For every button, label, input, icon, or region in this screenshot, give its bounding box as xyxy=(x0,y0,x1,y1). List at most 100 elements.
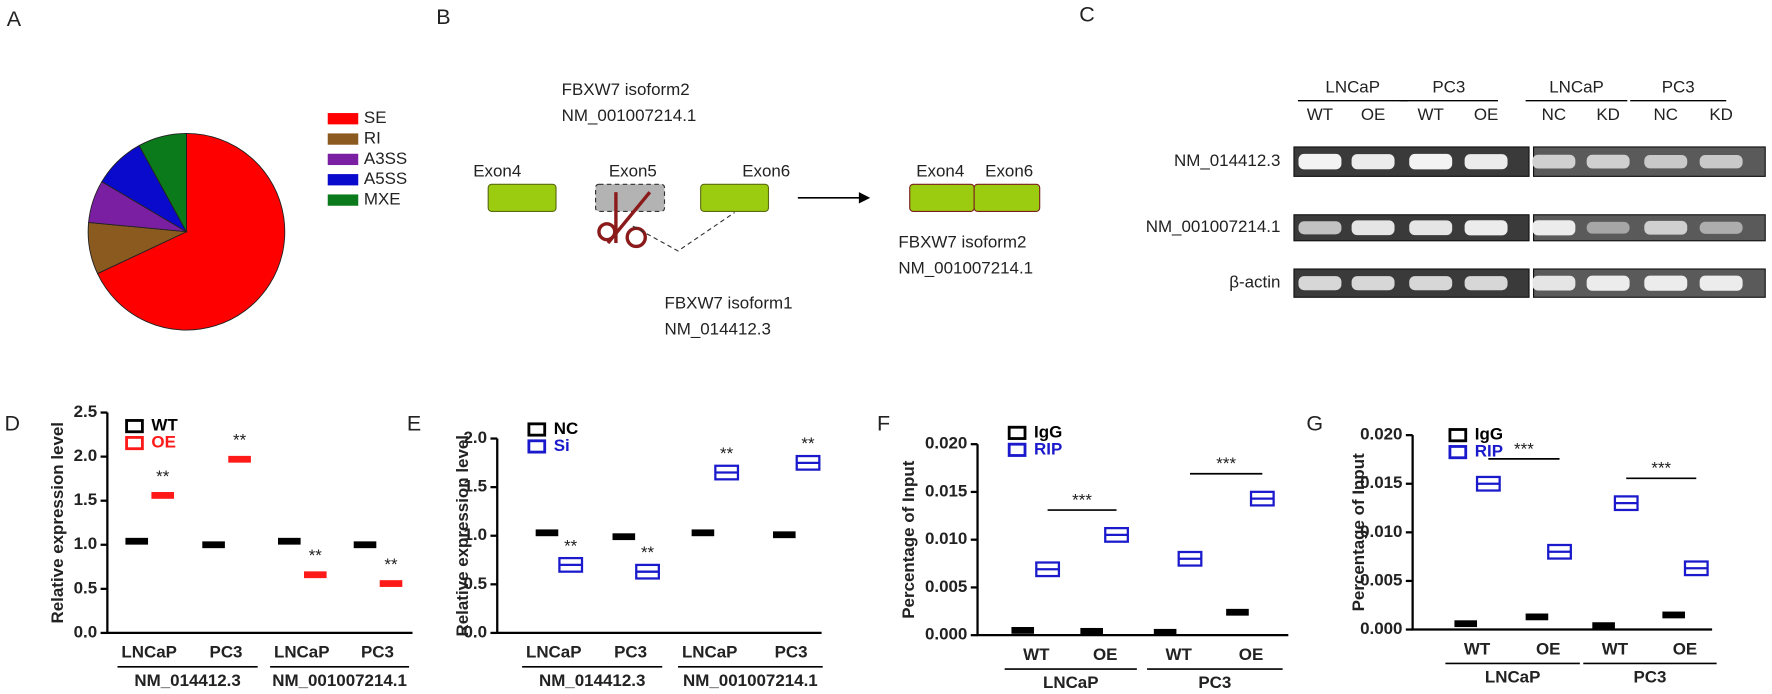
box xyxy=(772,531,796,539)
box xyxy=(1153,628,1177,636)
significance: ** xyxy=(641,543,655,562)
legend-label: RIP xyxy=(1475,442,1503,461)
y-tick-label: 0.010 xyxy=(925,529,967,548)
y-tick-label: 0.0 xyxy=(464,622,488,641)
legend-marker xyxy=(1007,442,1027,457)
box xyxy=(1525,613,1549,621)
pie-slice xyxy=(138,132,187,232)
y-tick-label: 0.000 xyxy=(925,625,967,644)
band xyxy=(1464,276,1508,291)
y-axis-label: Relative expression level xyxy=(453,435,472,636)
y-tick-label: 0.0 xyxy=(74,622,98,641)
box xyxy=(1226,608,1249,616)
band xyxy=(1699,154,1743,169)
label: FBXW7 isoform2 xyxy=(562,80,690,99)
x-tick-label: WT xyxy=(1464,639,1491,658)
lane-label: WT xyxy=(1418,105,1444,124)
group-label: NM_014412.3 xyxy=(539,671,645,690)
lane-label: NC xyxy=(1654,105,1678,124)
lane-label: OE xyxy=(1361,105,1385,124)
significance: ** xyxy=(309,546,323,565)
label: FBXW7 isoform2 xyxy=(898,233,1026,252)
lane-label: KD xyxy=(1709,105,1733,124)
legend-marker xyxy=(1007,425,1027,440)
lane-label: WT xyxy=(1307,105,1333,124)
arrow-head xyxy=(858,192,871,204)
group-label: NM_014412.3 xyxy=(134,671,240,690)
legend-swatch xyxy=(327,113,359,125)
panel-letter: B xyxy=(436,5,450,29)
y-tick-label: 2.0 xyxy=(74,446,98,465)
significance: *** xyxy=(1514,439,1534,458)
exon xyxy=(909,183,975,212)
splicing-diagram: FBXW7 isoform2 NM_001007214.1 Exon4 Exon… xyxy=(473,80,1041,339)
band xyxy=(1409,220,1453,236)
box xyxy=(125,537,149,545)
western-blot: LNCaP PC3 LNCaP PC3 WT OE WT OE NC KD NC KD NM_01441… xyxy=(1146,78,1766,298)
lane-label: KD xyxy=(1596,105,1620,124)
cell-line-label: LNCaP xyxy=(1549,78,1604,97)
box xyxy=(612,533,636,541)
y-axis-label: Relative expression level xyxy=(48,422,67,623)
x-tick-label: WT xyxy=(1602,639,1629,658)
label: NM_014412.3 xyxy=(665,320,771,339)
band xyxy=(1586,275,1630,291)
cell-line-label: LNCaP xyxy=(1325,78,1380,97)
band xyxy=(1409,153,1453,170)
band xyxy=(1532,154,1576,169)
legend-label: MXE xyxy=(364,190,401,209)
legend-marker xyxy=(1448,428,1468,443)
legend-marker xyxy=(125,435,144,451)
row-label: β-actin xyxy=(1229,273,1280,292)
label: NM_001007214.1 xyxy=(562,106,697,125)
x-tick-label: WT xyxy=(1023,645,1050,664)
y-tick-label: 1.0 xyxy=(464,525,488,544)
y-tick-label: 0.005 xyxy=(1360,570,1402,589)
y-tick-label: 0.015 xyxy=(925,481,967,500)
panel-letter: A xyxy=(7,7,22,31)
group-label: LNCaP xyxy=(1485,668,1541,687)
box xyxy=(535,529,559,537)
band xyxy=(1298,221,1342,235)
y-tick-label: 1.5 xyxy=(464,477,488,496)
box xyxy=(278,537,301,545)
band xyxy=(1298,153,1342,170)
significance: ** xyxy=(720,444,734,463)
y-tick-label: 0.5 xyxy=(74,578,98,597)
box xyxy=(353,541,377,549)
y-tick-label: 2.5 xyxy=(74,402,98,421)
box xyxy=(1592,622,1615,630)
legend-swatch xyxy=(327,174,359,186)
significance: *** xyxy=(1216,454,1236,473)
box xyxy=(303,571,327,579)
legend-swatch xyxy=(327,194,359,206)
y-tick-label: 0.005 xyxy=(925,577,967,596)
significance: ** xyxy=(801,434,815,453)
legend-marker xyxy=(1448,445,1468,460)
band xyxy=(1351,276,1395,291)
band xyxy=(1699,221,1743,234)
scissors xyxy=(597,191,652,249)
axes xyxy=(976,444,1289,637)
band xyxy=(1351,220,1395,236)
x-tick-label: PC3 xyxy=(614,643,647,662)
x-tick-label: PC3 xyxy=(210,643,243,662)
x-tick-label: LNCaP xyxy=(121,643,177,662)
band xyxy=(1532,275,1576,291)
significance: *** xyxy=(1072,490,1092,509)
band xyxy=(1464,220,1508,236)
box xyxy=(379,580,403,587)
band xyxy=(1464,154,1508,170)
legend-label: WT xyxy=(151,416,178,435)
legend-label: NC xyxy=(554,419,578,438)
panel-letter: D xyxy=(5,412,21,436)
y-axis-label: Percentage of Input xyxy=(1349,453,1368,611)
legend-label: A5SS xyxy=(364,169,407,188)
box xyxy=(151,492,175,499)
band xyxy=(1644,275,1688,291)
x-tick-label: OE xyxy=(1536,639,1560,658)
y-tick-label: 1.0 xyxy=(74,534,98,553)
row-label: NM_014412.3 xyxy=(1174,151,1280,170)
group-label: NM_001007214.1 xyxy=(272,671,407,690)
